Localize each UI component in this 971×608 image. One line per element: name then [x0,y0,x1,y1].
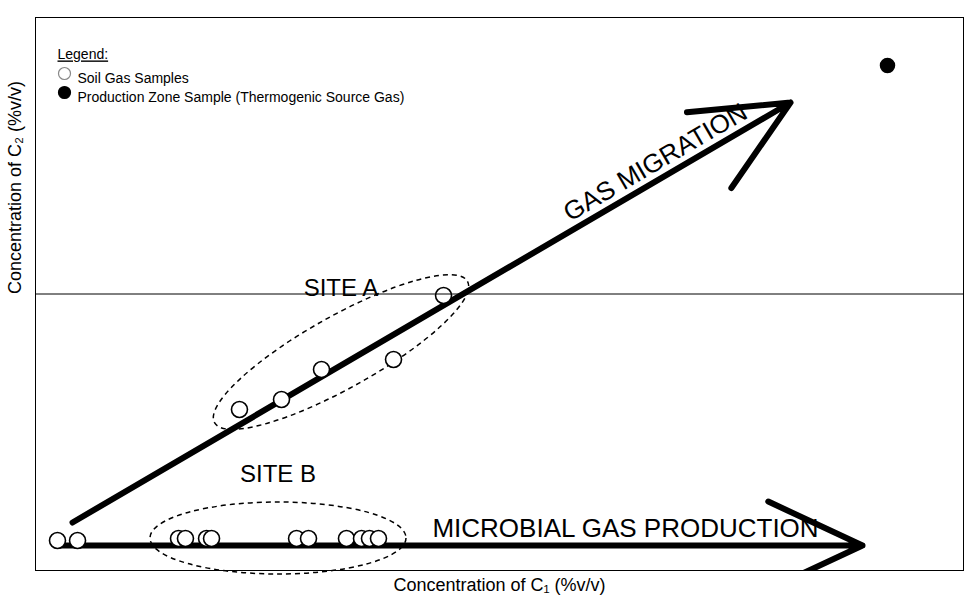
svg-text:Soil Gas Samples: Soil Gas Samples [78,70,189,86]
svg-text:MICROBIAL GAS PRODUCTION: MICROBIAL GAS PRODUCTION [432,513,818,543]
svg-text:SITE B: SITE B [240,460,316,487]
svg-text:Concentration of C₁ (%v/v): Concentration of C₁ (%v/v) [393,575,605,595]
svg-text:Legend:: Legend: [58,46,109,62]
svg-text:Production Zone Sample (Thermo: Production Zone Sample (Thermogenic Sour… [78,89,405,105]
svg-text:GAS MIGRATION: GAS MIGRATION [558,96,752,227]
svg-text:SITE A: SITE A [304,274,379,301]
svg-text:Concentration of C₂ (%v/v): Concentration of C₂ (%v/v) [5,81,25,294]
